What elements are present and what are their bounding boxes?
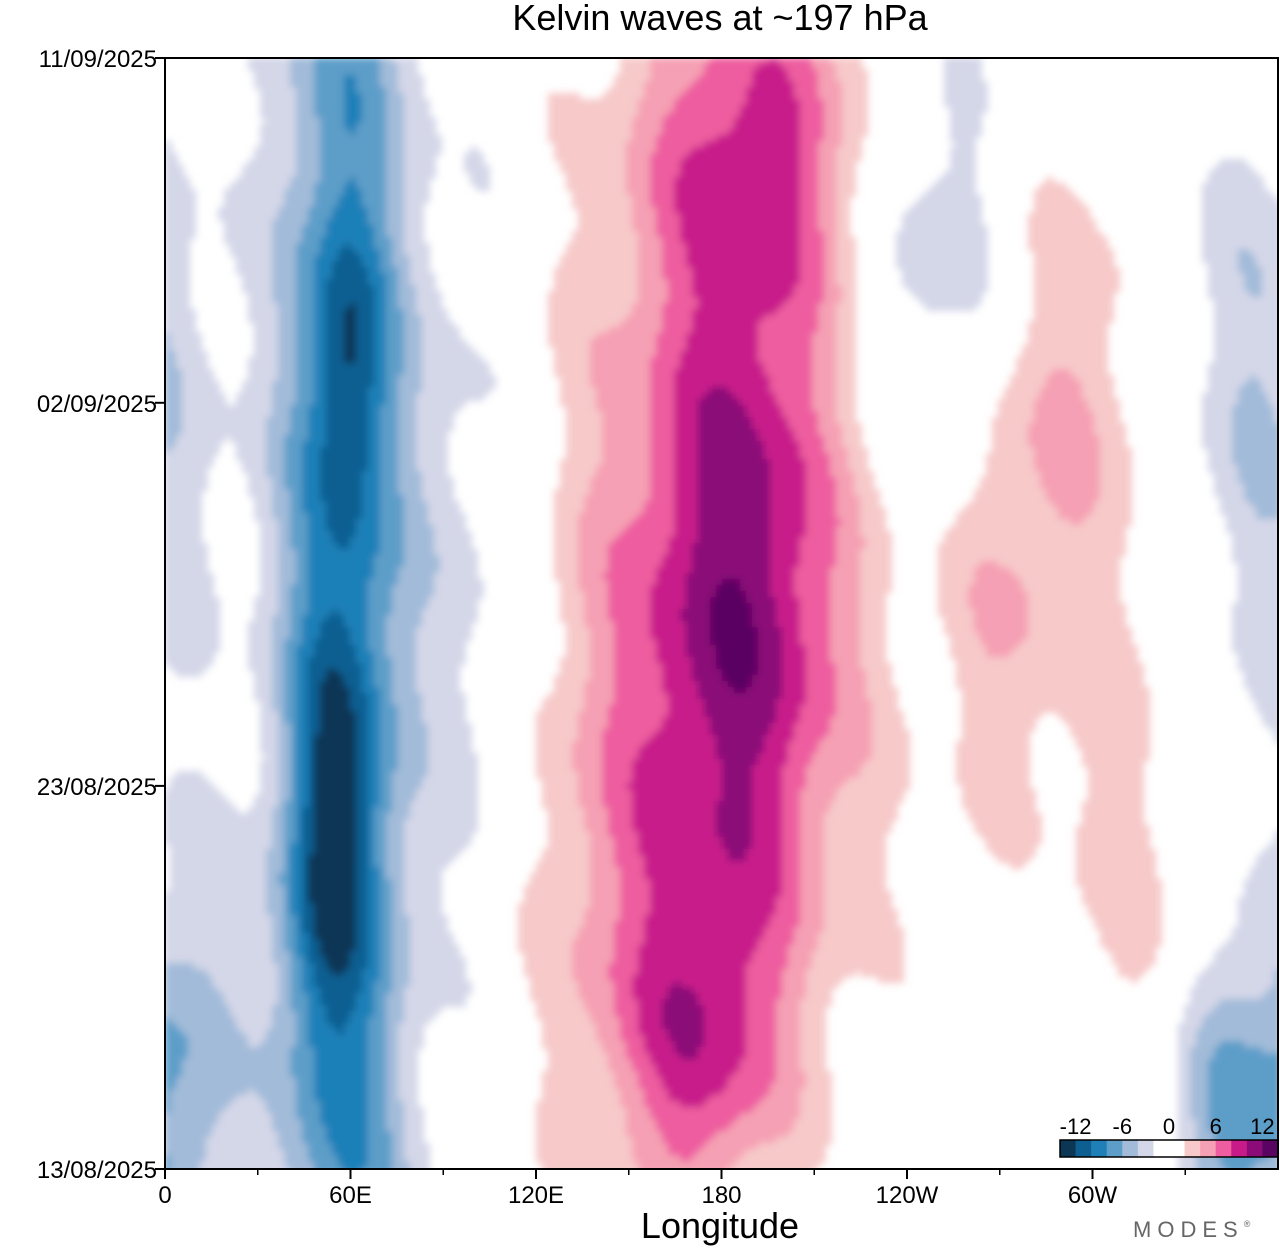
- field-cells: [164, 57, 1280, 1175]
- field-cell: [968, 303, 976, 311]
- contour-field: [164, 57, 1280, 1175]
- field-cell: [482, 183, 490, 191]
- chart-title: Kelvin waves at ~197 hPa: [512, 0, 928, 38]
